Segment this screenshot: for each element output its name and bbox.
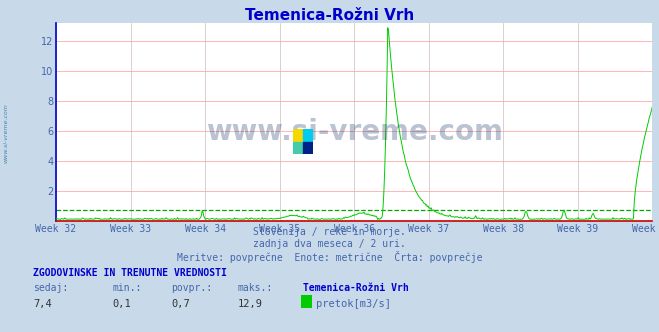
Text: 0,1: 0,1 <box>112 299 130 309</box>
Text: Slovenija / reke in morje.: Slovenija / reke in morje. <box>253 227 406 237</box>
Text: 7,4: 7,4 <box>33 299 51 309</box>
Bar <box>303 142 313 154</box>
Text: www.si-vreme.com: www.si-vreme.com <box>3 103 9 163</box>
Bar <box>303 129 313 142</box>
Bar <box>293 129 303 142</box>
Text: min.:: min.: <box>112 283 142 293</box>
Text: 0,7: 0,7 <box>171 299 190 309</box>
Text: povpr.:: povpr.: <box>171 283 212 293</box>
Text: Temenica-Rožni Vrh: Temenica-Rožni Vrh <box>303 283 409 293</box>
Bar <box>293 142 303 154</box>
Text: sedaj:: sedaj: <box>33 283 68 293</box>
Text: maks.:: maks.: <box>237 283 272 293</box>
Text: zadnja dva meseca / 2 uri.: zadnja dva meseca / 2 uri. <box>253 239 406 249</box>
Text: ZGODOVINSKE IN TRENUTNE VREDNOSTI: ZGODOVINSKE IN TRENUTNE VREDNOSTI <box>33 268 227 278</box>
Text: www.si-vreme.com: www.si-vreme.com <box>206 118 503 146</box>
Text: Meritve: povprečne  Enote: metrične  Črta: povprečje: Meritve: povprečne Enote: metrične Črta:… <box>177 251 482 263</box>
Text: Temenica-Rožni Vrh: Temenica-Rožni Vrh <box>245 8 414 23</box>
Text: 12,9: 12,9 <box>237 299 262 309</box>
Text: pretok[m3/s]: pretok[m3/s] <box>316 299 391 309</box>
